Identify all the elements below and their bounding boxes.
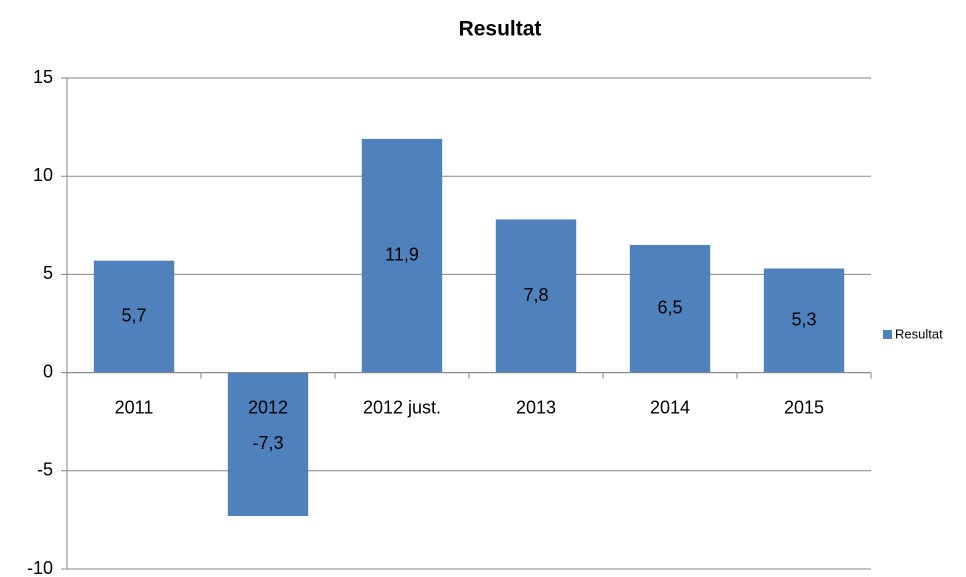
data-label: 11,9 [385, 244, 419, 264]
y-tick-label: -5 [37, 460, 53, 480]
x-tick-label: 2012 [248, 397, 288, 417]
y-tick-label: -10 [27, 558, 53, 577]
data-label: 5,3 [791, 309, 816, 329]
bar [495, 219, 577, 373]
legend-swatch [883, 330, 892, 339]
y-tick-label: 15 [33, 67, 53, 87]
bar [93, 260, 175, 373]
data-label: -7,3 [252, 433, 283, 453]
bar [227, 372, 309, 516]
x-tick-label: 2014 [650, 397, 690, 417]
x-tick-label: 2015 [784, 397, 824, 417]
data-label: 7,8 [523, 285, 548, 305]
y-tick-label: 10 [33, 165, 53, 185]
y-tick-label: 0 [43, 361, 53, 381]
data-label: 5,7 [121, 305, 146, 325]
legend-label: Resultat [895, 326, 943, 341]
bar [361, 138, 443, 373]
x-tick-label: 2011 [115, 397, 154, 417]
x-tick-label: 2012 just. [363, 397, 441, 417]
chart-title: Resultat [459, 18, 542, 41]
y-tick-label: 5 [43, 263, 53, 283]
bar [763, 268, 845, 373]
x-tick-label: 2013 [516, 397, 556, 417]
bar [629, 244, 711, 373]
data-label: 6,5 [657, 298, 682, 318]
